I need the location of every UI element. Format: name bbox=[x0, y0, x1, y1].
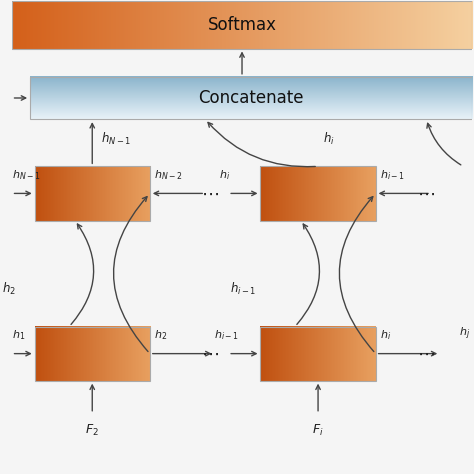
Bar bbox=[35, 166, 150, 220]
Text: $h_{N-1}$: $h_{N-1}$ bbox=[101, 131, 132, 147]
Text: $\cdots$: $\cdots$ bbox=[201, 184, 219, 202]
Text: $h_2$: $h_2$ bbox=[2, 281, 16, 297]
Bar bbox=[260, 166, 376, 220]
Bar bbox=[35, 327, 150, 381]
Text: $h_2$: $h_2$ bbox=[155, 328, 168, 342]
Text: $h_{i-1}$: $h_{i-1}$ bbox=[229, 281, 256, 297]
Text: Concatenate: Concatenate bbox=[199, 89, 304, 107]
Bar bbox=[30, 77, 473, 119]
Text: $h_1$: $h_1$ bbox=[11, 328, 25, 342]
Text: $h_i$: $h_i$ bbox=[323, 131, 334, 147]
Text: $F_2$: $F_2$ bbox=[85, 423, 99, 438]
Text: $\cdots$: $\cdots$ bbox=[418, 345, 435, 363]
Text: $h_i$: $h_i$ bbox=[219, 168, 230, 182]
Text: $\cdots$: $\cdots$ bbox=[418, 184, 435, 202]
Text: $F_i$: $F_i$ bbox=[312, 423, 324, 438]
Text: $h_{i-1}$: $h_{i-1}$ bbox=[380, 168, 405, 182]
Text: $h_j$: $h_j$ bbox=[459, 326, 470, 342]
Text: Softmax: Softmax bbox=[208, 16, 276, 34]
Bar bbox=[260, 327, 376, 381]
Text: $h_{i-1}$: $h_{i-1}$ bbox=[214, 328, 239, 342]
Text: $h_{N-1}$: $h_{N-1}$ bbox=[11, 168, 40, 182]
Text: $h_i$: $h_i$ bbox=[380, 328, 392, 342]
Text: $h_{N-2}$: $h_{N-2}$ bbox=[155, 168, 183, 182]
Text: $\cdots$: $\cdots$ bbox=[201, 345, 219, 363]
Bar bbox=[11, 1, 473, 48]
